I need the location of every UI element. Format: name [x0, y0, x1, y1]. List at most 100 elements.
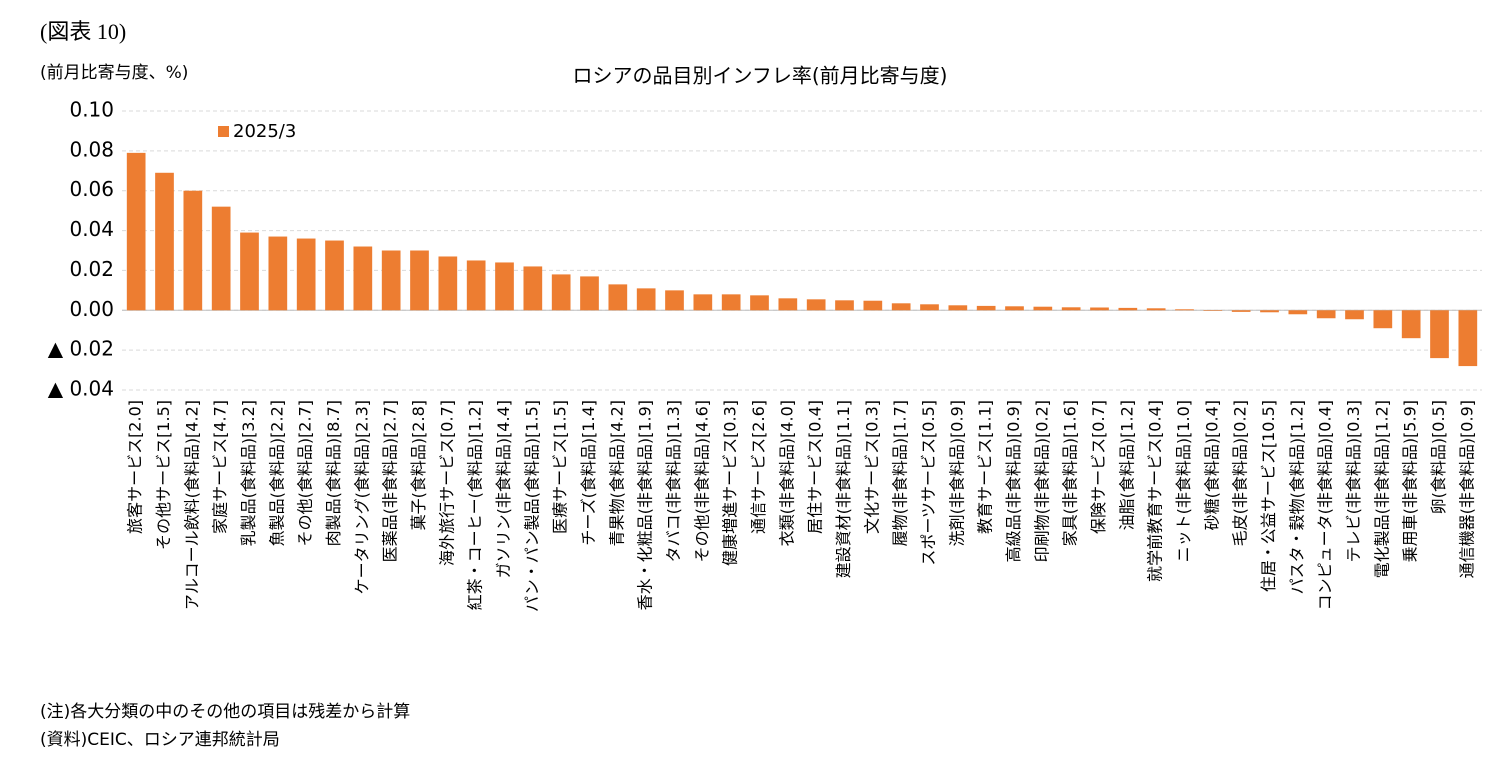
- bar: [211, 206, 231, 311]
- x-tick-label: 海外旅行サービス[0.7]: [437, 400, 456, 566]
- y-axis-label: (前月比寄与度、%): [40, 63, 188, 83]
- bar: [1061, 307, 1081, 311]
- x-tick-label: 電化製品(非食料品)[1.2]: [1372, 400, 1391, 578]
- bar: [381, 250, 401, 311]
- x-tick-label: 毛皮(非食料品)[0.2]: [1231, 400, 1250, 546]
- x-tick-label: 菓子(食料品)[2.8]: [409, 400, 428, 530]
- note: (注)各大分類の中のその他の項目は残差から計算: [40, 702, 410, 722]
- bar: [1005, 306, 1024, 311]
- bar: [1118, 307, 1138, 311]
- x-tick-label: 乳製品(食料品)[3.2]: [239, 400, 258, 546]
- bar: [296, 238, 316, 311]
- bar: [750, 295, 769, 311]
- x-tick-label: アルコール飲料(食料品)[4.2]: [182, 400, 201, 610]
- bar: [1146, 308, 1166, 311]
- x-tick-label: 医薬品(非食料品)[2.7]: [381, 400, 400, 562]
- x-tick-label: 油脂(食料品)[1.2]: [1117, 400, 1136, 530]
- x-tick-label: タバコ(非食料品)[1.3]: [664, 400, 683, 562]
- x-tick-label: 家具(非食料品)[1.6]: [1061, 400, 1080, 546]
- x-tick-label: 居住サービス[0.4]: [806, 400, 825, 534]
- x-tick-label: 建設資材(非食料品)[1.1]: [834, 400, 853, 578]
- bar: [268, 236, 288, 311]
- x-tick-label: 洗剤(非食料品)[0.9]: [947, 400, 966, 546]
- x-tick-label: 通信サービス[2.6]: [749, 400, 768, 534]
- bar: [835, 300, 854, 311]
- bar: [1401, 310, 1421, 339]
- bar: [636, 288, 656, 311]
- chart-title: ロシアの品目別インフレ率(前月比寄与度): [572, 64, 947, 88]
- legend-swatch: [218, 126, 229, 137]
- y-tick-label: 0.00: [69, 297, 114, 321]
- x-tick-label: 旅客サービス[2.0]: [126, 400, 145, 534]
- bar: [693, 294, 713, 311]
- x-tick-label: スポーツサービス[0.5]: [919, 400, 938, 566]
- bar: [1231, 310, 1251, 312]
- x-tick-label: 乗用車(非食料品)[5.9]: [1401, 400, 1420, 562]
- bar: [1458, 310, 1478, 367]
- x-tick-label: ケータリング(食料品)[2.3]: [352, 400, 371, 594]
- y-tick-label: 0.10: [69, 98, 114, 122]
- legend-label: 2025/3: [233, 121, 296, 142]
- bar: [1373, 310, 1393, 329]
- x-tick-label: パン・パン製品(食料品)[1.5]: [522, 400, 541, 612]
- bar: [155, 172, 174, 311]
- x-tick-label: 魚製品(食料品)[2.2]: [267, 400, 286, 546]
- y-tick-label: 0.06: [69, 177, 114, 201]
- bar: [1316, 310, 1336, 319]
- bar: [920, 304, 939, 311]
- x-tick-label: その他(非食料品)[4.6]: [692, 400, 711, 562]
- x-tick-label: 健康増進サービス[0.3]: [721, 400, 740, 566]
- x-tick-label: 文化サービス[0.3]: [862, 400, 881, 534]
- x-tick-label: 印刷物(非食料品)[0.2]: [1032, 400, 1051, 562]
- bar: [438, 256, 458, 311]
- bar: [721, 294, 741, 311]
- bar: [1090, 307, 1109, 311]
- x-tick-label: チーズ(食料品)[1.4]: [579, 400, 598, 546]
- x-tick-label: コンピュータ(非食料品)[0.4]: [1316, 400, 1335, 610]
- x-tick-label: 教育サービス[1.1]: [976, 400, 995, 534]
- bar: [1430, 310, 1449, 359]
- x-tick-label: 通信機器(非食料品)[0.9]: [1457, 400, 1476, 578]
- bar: [665, 290, 684, 311]
- y-tick-label: 0.02: [69, 257, 114, 281]
- x-tick-label: その他(食料品)[2.7]: [296, 400, 315, 546]
- x-tick-label: 医療サービス[1.5]: [551, 400, 570, 534]
- bar: [806, 299, 826, 311]
- bar: [353, 246, 373, 311]
- bar: [466, 260, 486, 311]
- bar: [976, 305, 996, 311]
- x-tick-label: 高級品(非食料品)[0.9]: [1004, 400, 1023, 562]
- bar: [1288, 310, 1308, 315]
- bar: [551, 274, 571, 311]
- y-tick-label: ▲ 0.02: [48, 337, 114, 361]
- bar: [580, 276, 599, 311]
- bar: [1175, 309, 1194, 311]
- bar: [240, 232, 259, 311]
- x-tick-label: 砂糖(食料品)[0.4]: [1202, 400, 1221, 530]
- x-tick-label: パスタ・穀物(食料品)[1.2]: [1287, 400, 1306, 594]
- y-tick-label: ▲ 0.04: [48, 377, 114, 401]
- bar: [608, 284, 628, 311]
- x-tick-label: 家庭サービス[4.7]: [211, 400, 230, 534]
- x-tick-label: 肉製品(食料品)[8.7]: [324, 400, 343, 546]
- x-tick-label: テレビ(非食料品)[0.3]: [1344, 400, 1363, 562]
- x-tick-label: ガソリン(非食料品)[4.4]: [494, 400, 513, 578]
- bar: [325, 240, 344, 311]
- bar: [1033, 306, 1053, 311]
- bar: [1203, 310, 1223, 311]
- x-tick-label: 住居・公益サービス[10.5]: [1259, 400, 1278, 592]
- bar: [183, 190, 203, 311]
- x-tick-label: 履物(非食料品)[1.7]: [891, 400, 910, 546]
- bar: [523, 266, 543, 311]
- bar: [495, 262, 514, 311]
- x-tick-label: 紅茶・コーヒー(食料品)[1.2]: [466, 400, 485, 610]
- y-tick-label: 0.08: [69, 137, 114, 161]
- bar: [948, 305, 968, 311]
- bar: [126, 152, 146, 311]
- bar: [891, 303, 911, 311]
- bar: [1260, 310, 1279, 313]
- bar: [410, 250, 429, 311]
- bar: [1345, 310, 1364, 320]
- x-tick-label: その他サービス[1.5]: [154, 400, 173, 550]
